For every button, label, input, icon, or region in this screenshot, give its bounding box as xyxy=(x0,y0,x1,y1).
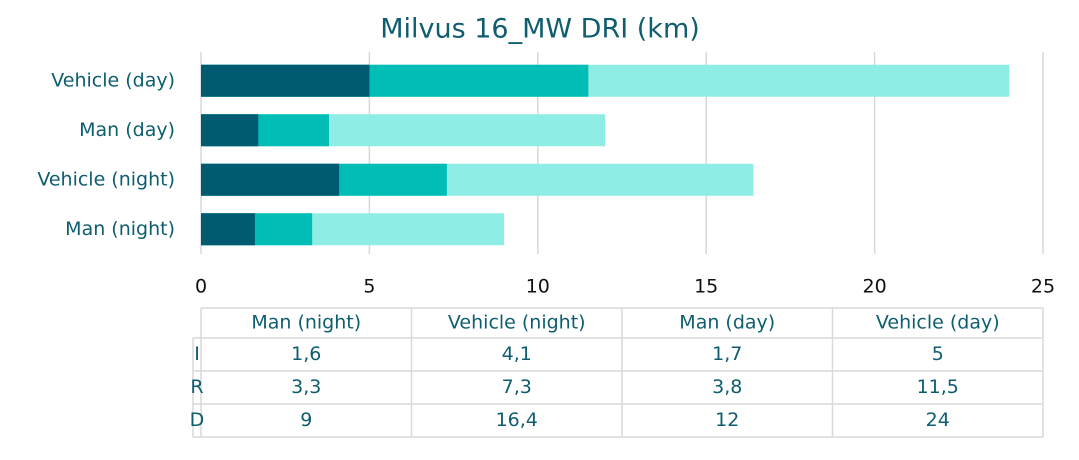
table-cell: 1,6 xyxy=(291,343,321,365)
x-tick-label: 25 xyxy=(1031,276,1055,298)
table-header: Man (day) xyxy=(679,312,775,334)
table-row-label: R xyxy=(190,376,203,398)
table-cell: 9 xyxy=(300,409,312,431)
x-tick-label: 0 xyxy=(195,276,207,298)
bar xyxy=(201,163,340,196)
bar xyxy=(201,114,259,147)
table-header: Man (night) xyxy=(251,312,361,334)
y-tick-label: Man (night) xyxy=(65,218,175,240)
y-tick-label: Vehicle (night) xyxy=(37,168,175,190)
table-cell: 7,3 xyxy=(502,376,532,398)
table-cell: 3,3 xyxy=(291,376,321,398)
bar xyxy=(201,213,255,246)
bar xyxy=(201,64,370,97)
y-tick-label: Vehicle (day) xyxy=(51,69,175,91)
table-header: Vehicle (day) xyxy=(876,312,1000,334)
x-tick-label: 10 xyxy=(526,276,550,298)
table-row-label: D xyxy=(190,409,205,431)
table-header: Vehicle (night) xyxy=(448,312,586,334)
table-cell: 16,4 xyxy=(496,409,538,431)
table-cell: 24 xyxy=(926,409,950,431)
table-cell: 11,5 xyxy=(917,376,959,398)
table-cell: 5 xyxy=(932,343,944,365)
table-cell: 3,8 xyxy=(712,376,742,398)
table-cell: 4,1 xyxy=(502,343,532,365)
x-tick-label: 20 xyxy=(863,276,887,298)
table-cell: 12 xyxy=(715,409,739,431)
chart-title: Milvus 16_MW DRI (km) xyxy=(380,14,700,45)
table-row-label: I xyxy=(194,343,200,365)
table-cell: 1,7 xyxy=(712,343,742,365)
y-tick-label: Man (day) xyxy=(79,119,175,141)
x-tick-label: 5 xyxy=(363,276,375,298)
x-tick-label: 15 xyxy=(694,276,718,298)
